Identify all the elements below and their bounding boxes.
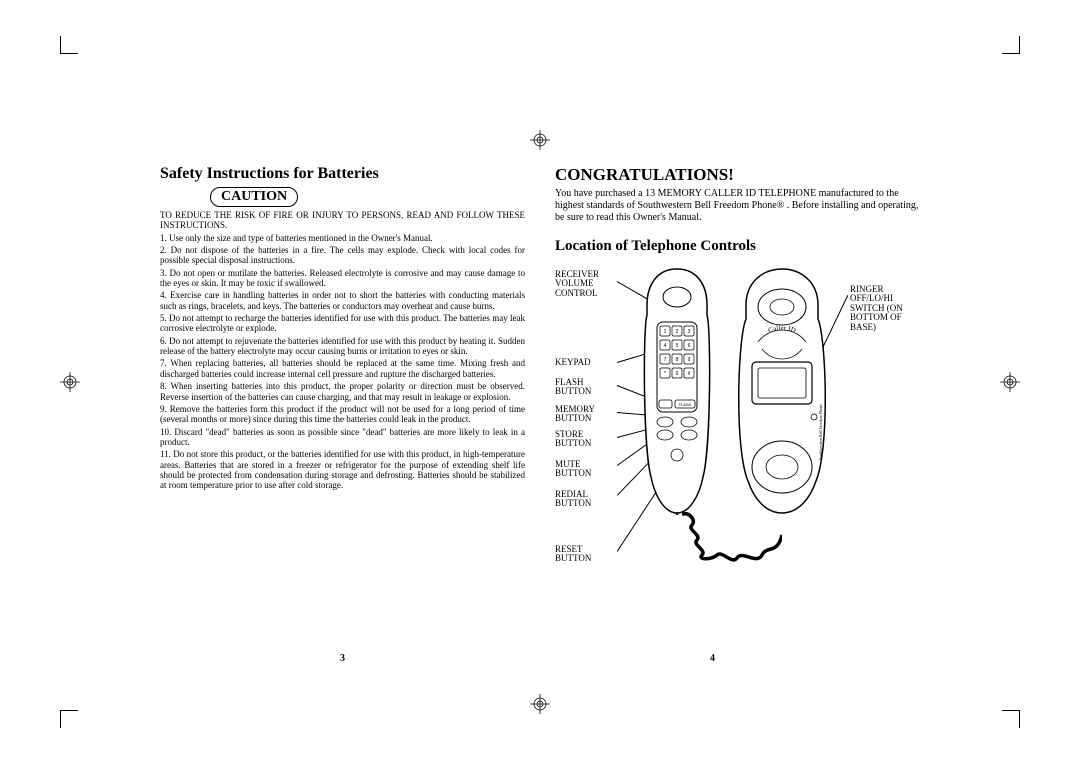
svg-text:6: 6 [688, 343, 691, 349]
instructions-list: 1. Use only the size and type of batteri… [160, 233, 525, 491]
instruction-item: 9. Remove the batteries form this produc… [160, 404, 525, 425]
instruction-item: 3. Do not open or mutilate the batteries… [160, 268, 525, 289]
diagram-label: RESET BUTTON [555, 545, 617, 564]
right-page: CONGRATULATIONS! You have purchased a 13… [555, 165, 920, 585]
intro-text: You have purchased a 13 MEMORY CALLER ID… [555, 188, 920, 224]
page-spread: Safety Instructions for Batteries CAUTIO… [160, 165, 920, 585]
registration-mark-icon [1000, 372, 1020, 392]
instruction-item: 5. Do not attempt to recharge the batter… [160, 313, 525, 334]
svg-text:0: 0 [676, 371, 679, 377]
diagram-label: FLASH BUTTON [555, 378, 617, 397]
svg-text:5: 5 [676, 343, 679, 349]
diagram-label: REDIAL BUTTON [555, 490, 617, 509]
page-number-right: 4 [710, 653, 715, 664]
svg-text:Southwestern Bell Freedom Phon: Southwestern Bell Freedom Phone [818, 404, 823, 460]
registration-mark-icon [60, 372, 80, 392]
controls-diagram: RECEIVER VOLUME CONTROL KEYPAD FLASH BUTTO… [555, 265, 920, 585]
instruction-item: 10. Discard "dead" batteries as soon as … [160, 427, 525, 448]
page-number-left: 3 [340, 653, 345, 664]
crop-mark [996, 30, 1020, 54]
svg-text:8: 8 [676, 357, 679, 363]
handset-icon: 1 2 3 4 5 6 7 8 9 * 0 # FLASH [637, 267, 717, 515]
svg-text:FLASH: FLASH [679, 402, 692, 407]
svg-text:*: * [664, 371, 666, 377]
instruction-item: 2. Do not dispose of the batteries in a … [160, 245, 525, 266]
diagram-label: RECEIVER VOLUME CONTROL [555, 270, 617, 298]
instruction-item: 7. When replacing batteries, all batteri… [160, 358, 525, 379]
crop-mark [60, 30, 84, 54]
diagram-label: STORE BUTTON [555, 430, 617, 449]
diagram-label: KEYPAD [555, 358, 617, 367]
left-page: Safety Instructions for Batteries CAUTIO… [160, 165, 525, 585]
controls-heading: Location of Telephone Controls [555, 238, 920, 255]
svg-text:#: # [688, 371, 691, 377]
instruction-item: 1. Use only the size and type of batteri… [160, 233, 525, 243]
base-icon: Caller ID Southwestern Bell Freedom Phon… [732, 267, 832, 515]
instruction-item: 11. Do not store this product, or the ba… [160, 449, 525, 490]
cord-icon [682, 510, 782, 580]
instruction-item: 6. Do not attempt to rejuvenate the batt… [160, 336, 525, 357]
registration-mark-icon [530, 694, 550, 714]
svg-text:2: 2 [676, 329, 679, 335]
registration-mark-icon [530, 130, 550, 150]
instruction-item: 4. Exercise care in handling batteries i… [160, 290, 525, 311]
svg-text:3: 3 [688, 329, 691, 335]
crop-mark [60, 710, 84, 734]
caution-badge: CAUTION [210, 187, 298, 207]
svg-text:4: 4 [664, 343, 667, 349]
phones-illustration: 1 2 3 4 5 6 7 8 9 * 0 # FLASH [627, 265, 842, 575]
diagram-label: RINGER OFF/LO/HI SWITCH (ON BOTTOM OF BA… [850, 285, 920, 332]
congrats-heading: CONGRATULATIONS! [555, 165, 920, 185]
svg-text:1: 1 [664, 329, 667, 335]
diagram-label: MUTE BUTTON [555, 460, 617, 479]
lead-text: TO REDUCE THE RISK OF FIRE OR INJURY TO … [160, 210, 525, 231]
svg-text:7: 7 [664, 357, 667, 363]
svg-text:9: 9 [688, 357, 691, 363]
instruction-item: 8. When inserting batteries into this pr… [160, 381, 525, 402]
diagram-label: MEMORY BUTTON [555, 405, 617, 424]
crop-mark [996, 710, 1020, 734]
safety-heading: Safety Instructions for Batteries [160, 165, 525, 183]
